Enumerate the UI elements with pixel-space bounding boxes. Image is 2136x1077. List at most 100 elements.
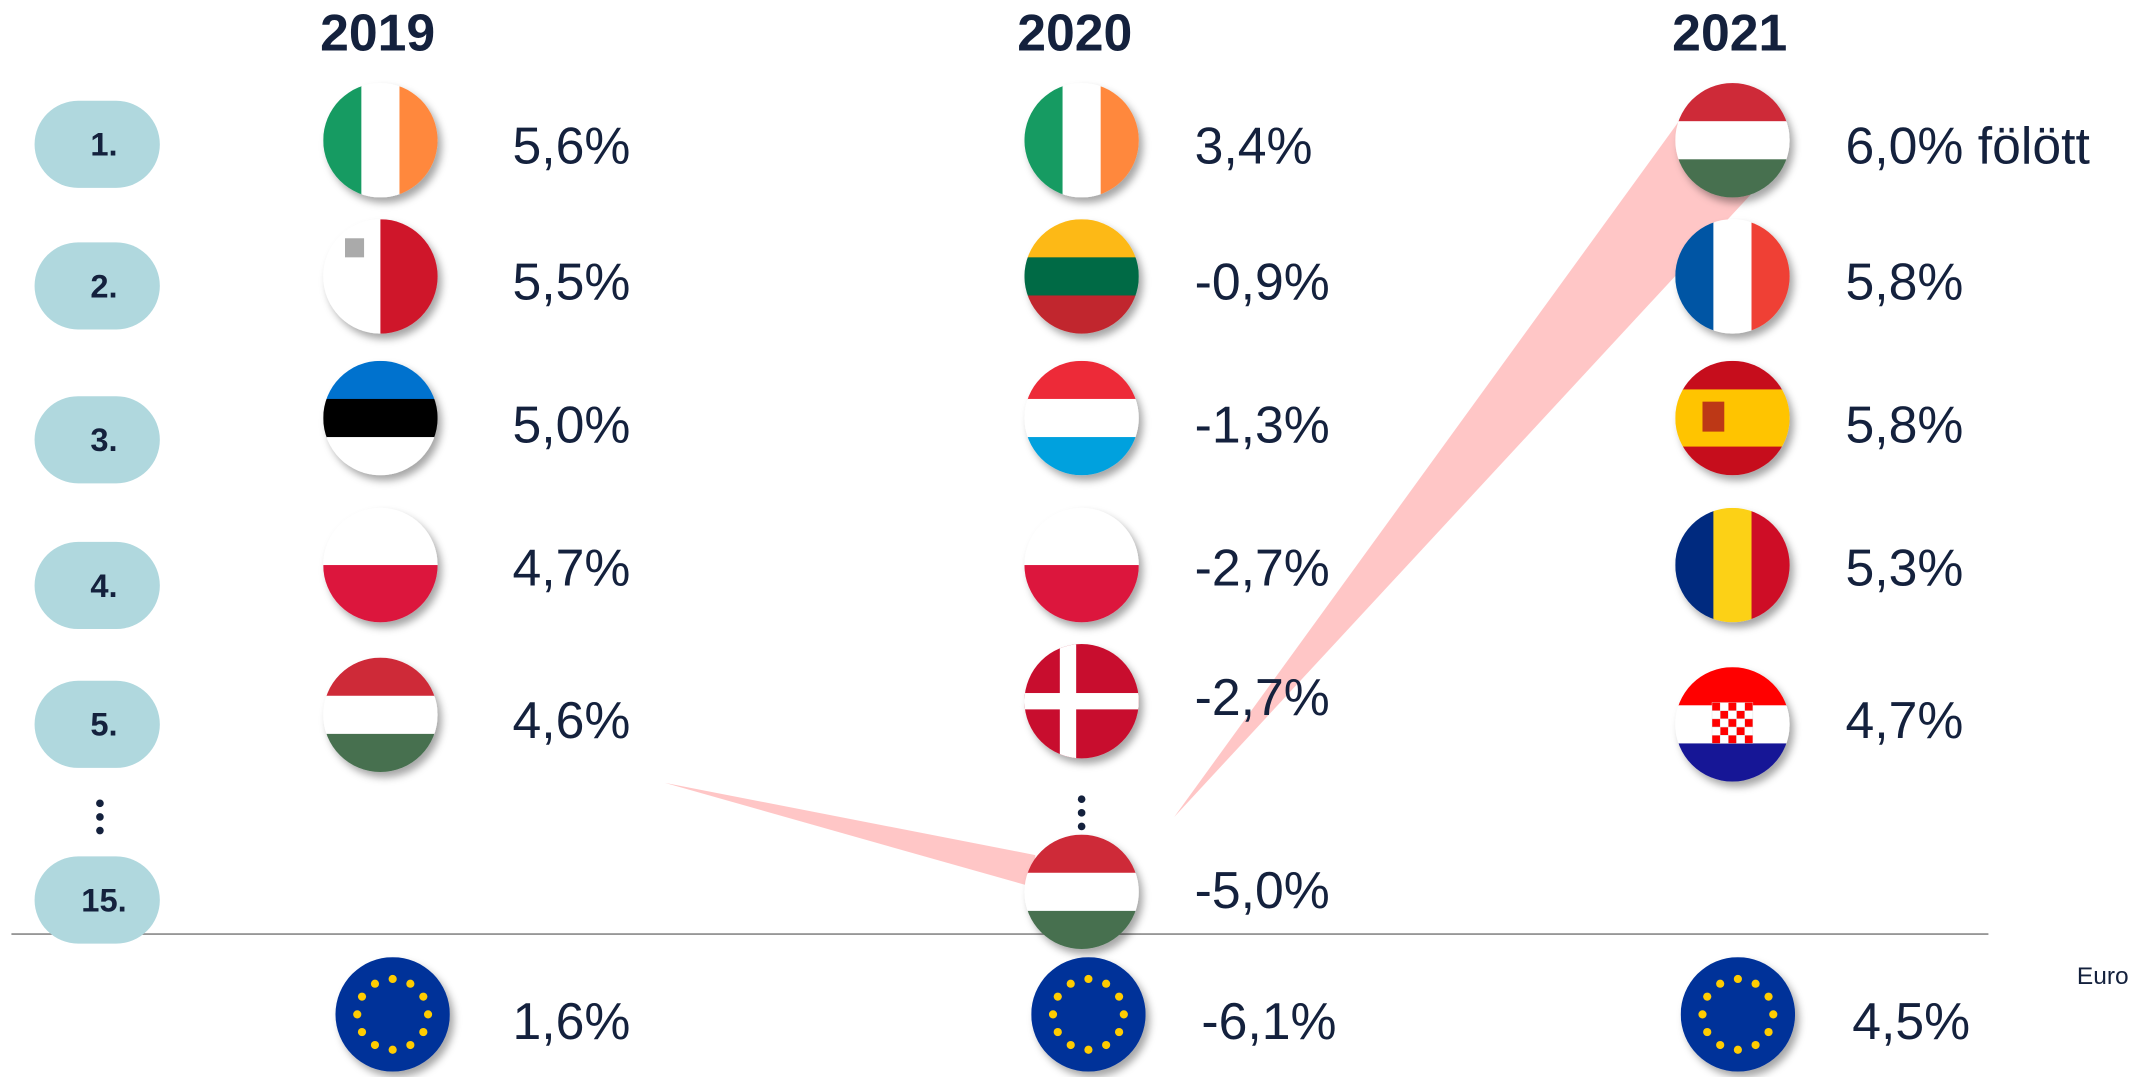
flag-star [1053, 1027, 1062, 1037]
value-label: -5,0% [1195, 861, 1330, 919]
flag [323, 83, 438, 198]
ellipsis-dot [96, 799, 104, 808]
flag [1675, 507, 1790, 623]
flag-star [1764, 1027, 1773, 1037]
flag [335, 957, 450, 1072]
flag-stripe [1031, 957, 1146, 1072]
flag-star [1053, 992, 1062, 1001]
flag-star [1119, 1010, 1128, 1019]
flag-stripe [361, 83, 401, 198]
flag-star [1703, 1027, 1712, 1037]
flag-star [419, 1027, 428, 1037]
ellipsis-dot [96, 826, 104, 835]
flag-stripe [1024, 257, 1139, 297]
flag-stripe [323, 507, 438, 566]
flag-stripe [1024, 437, 1139, 476]
flag-body [1031, 957, 1146, 1072]
eu-value-label: 1,6% [512, 992, 630, 1050]
flag-star [388, 974, 397, 984]
flag-star [370, 1040, 380, 1050]
flag-check [1728, 735, 1737, 744]
flag-stripe [399, 83, 438, 198]
rank-pill [34, 541, 160, 630]
rank-pill [34, 856, 160, 944]
flag-star [1769, 1010, 1778, 1019]
flag-stripe [1751, 219, 1790, 334]
flag-star [1084, 1045, 1093, 1054]
flag [1024, 644, 1139, 759]
flag [1031, 957, 1146, 1072]
flag-star [1084, 974, 1093, 984]
flag-stripe [1675, 446, 1790, 476]
flag-body [1024, 219, 1139, 334]
value-label: 5,8% [1845, 396, 1963, 454]
link-wedge [1174, 122, 1757, 817]
rank-label: 4. [90, 567, 117, 604]
flag-check [1736, 726, 1745, 736]
flag-body [1675, 667, 1790, 782]
flag-stripe [335, 957, 450, 1072]
value-label: 5,3% [1845, 539, 1963, 597]
flag-stripe [1024, 872, 1139, 912]
flag [1675, 219, 1790, 334]
flag-star [1698, 1010, 1707, 1019]
flag-body [1024, 360, 1139, 476]
flag-stripe [1024, 398, 1139, 438]
flag [323, 507, 438, 623]
flag-check [1728, 718, 1737, 728]
rank-pill [34, 396, 160, 484]
link-wedge [664, 782, 1036, 888]
flag-stripe [1100, 83, 1139, 198]
rank-pill [34, 680, 160, 768]
flag-body [323, 507, 438, 623]
flag-check [1744, 702, 1754, 711]
flag-stripe [1680, 957, 1796, 1072]
flag-body [1024, 507, 1139, 623]
flag-star [1751, 979, 1760, 988]
flag-body [1024, 83, 1139, 198]
flag [323, 219, 438, 334]
flag-star [419, 992, 428, 1001]
ellipsis-dot [1077, 795, 1086, 804]
flag-stripe [323, 398, 438, 438]
flag-emblem [345, 238, 365, 258]
flag [1024, 360, 1139, 476]
flag-stripe [1713, 219, 1753, 334]
flag [1675, 667, 1790, 782]
value-label: 5,0% [512, 396, 630, 454]
value-label: 5,6% [512, 116, 630, 174]
flag-check [1744, 710, 1754, 720]
rank-label: 3. [90, 421, 117, 458]
flag-star [1102, 979, 1111, 988]
flag-star [388, 1045, 397, 1054]
flag-check [1728, 710, 1737, 720]
flag-star [1733, 1045, 1742, 1054]
flag-body [1024, 644, 1139, 759]
rank-label: 1. [90, 126, 117, 163]
rank-label: 2. [90, 267, 117, 304]
flag-star [1048, 1010, 1058, 1019]
value-label: 3,4% [1195, 116, 1313, 174]
rank-label: 5. [90, 706, 117, 743]
flag-star [1102, 1040, 1111, 1050]
year-header: 2021 [1672, 3, 1787, 61]
flag-check [1736, 702, 1745, 711]
flag-stripe [1675, 121, 1790, 160]
flag-check [1719, 702, 1729, 711]
flag-body [323, 219, 438, 334]
flag-check [1744, 735, 1754, 744]
flag-stripe [323, 733, 438, 773]
flag-stripe [380, 219, 438, 334]
flag-check [1744, 726, 1754, 736]
flag-check [1711, 710, 1721, 720]
flag-star [406, 979, 415, 988]
value-label: 4,7% [512, 539, 630, 597]
flag-cross [1059, 644, 1077, 759]
flag-star [1114, 992, 1124, 1001]
flag-stripe [1024, 219, 1139, 259]
flag-star [357, 992, 367, 1001]
flag [1675, 360, 1790, 476]
flag-check [1736, 718, 1745, 728]
flag-stripe [1024, 910, 1139, 950]
flag [1024, 834, 1139, 950]
